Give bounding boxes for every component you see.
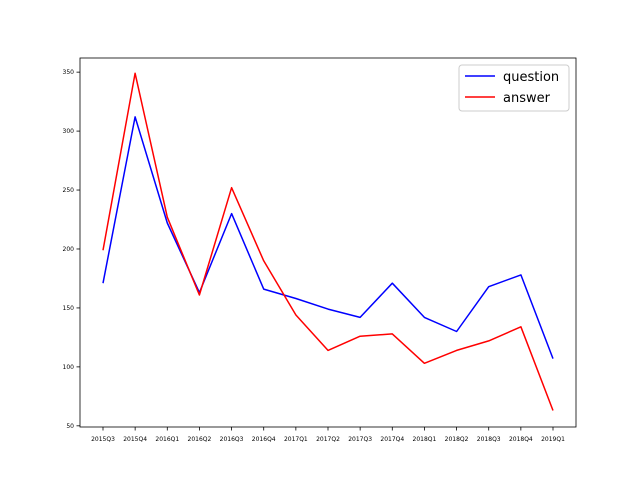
x-tick-label: 2017Q1	[284, 436, 308, 443]
x-tick-label: 2019Q1	[541, 436, 565, 443]
x-tick-label: 2015Q3	[91, 436, 115, 443]
x-tick-label: 2017Q2	[316, 436, 340, 443]
y-tick-label: 150	[63, 305, 75, 312]
y-tick-label: 50	[66, 423, 74, 430]
series-line-question	[102, 116, 554, 359]
x-tick-label: 2017Q3	[348, 436, 372, 443]
series-lines	[102, 72, 554, 411]
x-tick-label: 2017Q4	[380, 436, 404, 443]
x-tick-label: 2015Q4	[123, 436, 147, 443]
x-tick-label: 2016Q2	[188, 436, 212, 443]
plot-frame	[79, 57, 577, 428]
x-tick-label: 2016Q4	[252, 436, 276, 443]
legend-label-answer: answer	[503, 91, 551, 106]
y-tick-label: 250	[63, 187, 75, 194]
x-tick-label: 2016Q1	[155, 436, 179, 443]
y-tick-label: 200	[63, 246, 75, 253]
x-tick-label: 2018Q3	[477, 436, 501, 443]
x-tick-label: 2018Q2	[445, 436, 469, 443]
y-axis: 50 100 150 200 250 300 350	[63, 69, 80, 430]
x-tick-label: 2018Q4	[509, 436, 533, 443]
y-tick-label: 100	[63, 364, 75, 371]
legend: question answer	[458, 64, 570, 112]
x-tick-label: 2018Q1	[413, 436, 437, 443]
x-axis: 2015Q3 2015Q4 2016Q1 2016Q2 2016Q3 2016Q4 2017…	[91, 427, 565, 443]
y-tick-label: 350	[63, 69, 75, 76]
legend-label-question: question	[503, 70, 559, 85]
y-tick-label: 300	[63, 128, 75, 135]
x-tick-label: 2016Q3	[220, 436, 244, 443]
series-line-answer	[102, 72, 554, 411]
